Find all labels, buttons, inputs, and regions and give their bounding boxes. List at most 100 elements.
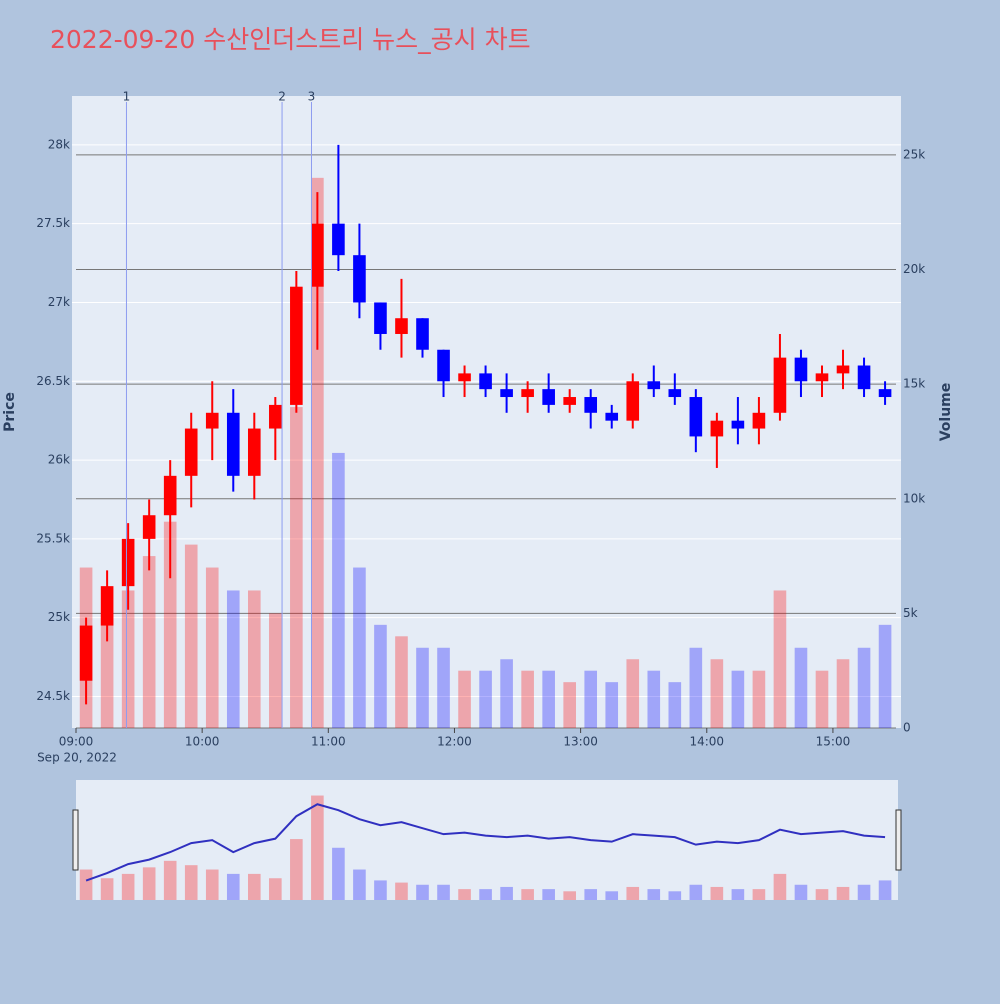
slider-volume-bar [773, 873, 787, 900]
y-tick-label: 26k [48, 453, 70, 467]
range-handle[interactable] [72, 809, 79, 871]
volume-bar [184, 544, 198, 728]
candle-body [437, 349, 450, 382]
chart-title: 2022-09-20 수산인더스트리 뉴스_공시 차트 [50, 25, 531, 54]
x-subtitle: Sep 20, 2022 [37, 751, 117, 765]
volume-bar [142, 556, 156, 728]
candle-body [668, 389, 682, 398]
y-tick-label: 27k [48, 295, 70, 309]
volume-bar [731, 670, 745, 728]
slider-volume-bar [205, 869, 219, 900]
candle-body [794, 357, 808, 382]
slider-volume-bar [311, 795, 324, 900]
volume-bar [626, 659, 640, 728]
slider-volume-bar [269, 878, 282, 900]
volume-bar [815, 670, 829, 728]
slider-volume-bar [290, 839, 303, 900]
y2-tick-label: 20k [903, 262, 925, 276]
candle-body [332, 223, 345, 256]
event-label: 2 [278, 90, 286, 104]
candle-body [815, 373, 829, 382]
candle-body [184, 428, 198, 476]
candle-body [395, 318, 408, 334]
volume-bar [226, 590, 240, 728]
volume-bar [773, 590, 787, 728]
candle-body [689, 397, 703, 437]
volume-bar [836, 659, 850, 728]
slider-volume-bar [395, 882, 408, 900]
slider-volume-bar [752, 889, 766, 900]
volume-bar [332, 452, 345, 728]
candle-body [290, 286, 303, 405]
y2-tick-label: 0 [903, 721, 911, 735]
candle-body [836, 365, 850, 374]
y-tick-label: 24.5k [36, 689, 70, 703]
volume-bar [121, 590, 135, 728]
candle-body [142, 515, 156, 539]
volume-bar [269, 613, 282, 728]
candle-body [100, 586, 114, 626]
volume-bar [416, 647, 429, 728]
slider-volume-bar [542, 889, 555, 900]
volume-bar [290, 407, 303, 728]
slider-volume-bar [79, 869, 93, 900]
slider-volume-bar [794, 884, 808, 900]
volume-bar [689, 647, 703, 728]
slider-volume-bar [857, 884, 871, 900]
volume-bar [521, 670, 534, 728]
volume-bar [710, 659, 724, 728]
y2-tick-label: 10k [903, 491, 925, 505]
range-handle[interactable] [895, 809, 902, 871]
candle-body [500, 389, 513, 398]
slider-volume-bar [626, 886, 640, 900]
volume-bar [500, 659, 513, 728]
candle-body [353, 255, 366, 303]
slider-volume-bar [226, 873, 240, 900]
candle-body [542, 389, 555, 405]
slider-volume-bar [416, 884, 429, 900]
y2-tick-label: 25k [903, 147, 925, 161]
y-tick-label: 27.5k [36, 216, 70, 230]
volume-bar [668, 682, 682, 728]
event-label: 1 [123, 90, 131, 104]
volume-bar [458, 670, 471, 728]
volume-bar [563, 682, 576, 728]
candle-body [878, 389, 892, 398]
volume-bar [100, 613, 114, 728]
x-tick-label: 13:00 [563, 735, 598, 749]
y-title: Price [2, 392, 18, 432]
slider-volume-bar [815, 889, 829, 900]
volume-bar [794, 647, 808, 728]
slider-volume-bar [437, 884, 450, 900]
slider-volume-bar [479, 889, 492, 900]
volume-bar [584, 670, 598, 728]
candle-body [247, 428, 261, 476]
y-tick-label: 26.5k [36, 374, 70, 388]
volume-bar [247, 590, 261, 728]
y2-tick-label: 5k [903, 606, 918, 620]
volume-bar [647, 670, 661, 728]
candle-body [374, 302, 387, 334]
x-tick-label: 11:00 [311, 735, 346, 749]
slider-volume-bar [647, 889, 661, 900]
candle-body [226, 412, 240, 476]
volume-bar [878, 624, 892, 728]
y-tick-label: 25k [48, 610, 70, 624]
volume-bar [374, 624, 387, 728]
x-tick-label: 10:00 [185, 735, 220, 749]
x-tick-label: 15:00 [816, 735, 851, 749]
candle-body [458, 373, 471, 382]
candle-body [605, 412, 619, 421]
slider-volume-bar [374, 880, 387, 900]
slider-volume-bar [332, 847, 345, 900]
volume-bar [752, 670, 766, 728]
volume-bar [857, 647, 871, 728]
candle-body [79, 625, 93, 681]
candle-body [752, 412, 766, 429]
volume-bar [542, 670, 555, 728]
slider-volume-bar [584, 889, 598, 900]
slider-volume-bar [878, 880, 892, 900]
candle-body [163, 475, 177, 516]
volume-bar [311, 177, 324, 728]
candle-body [773, 357, 787, 413]
